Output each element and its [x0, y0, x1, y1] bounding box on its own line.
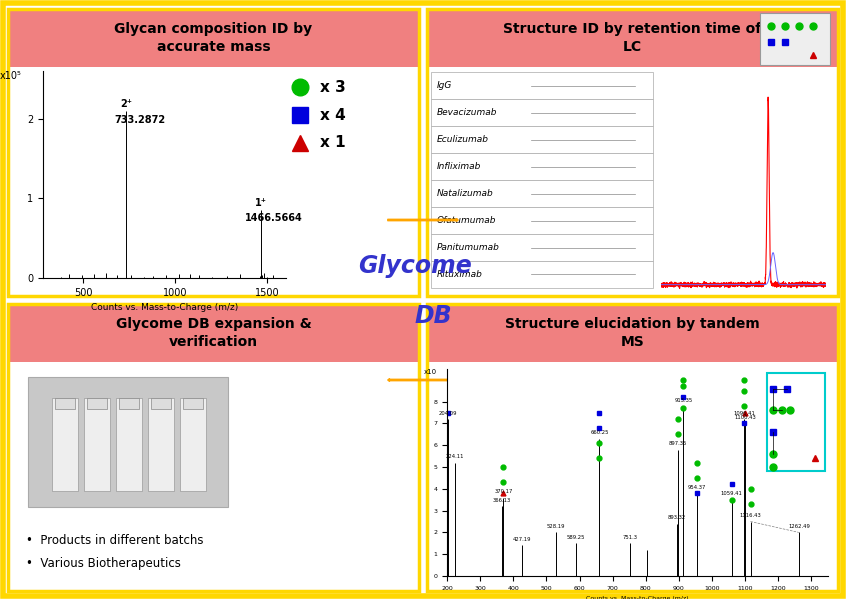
Bar: [431, 72, 653, 99]
Text: 366.13: 366.13: [493, 498, 511, 503]
Bar: [8, 304, 419, 591]
Bar: [431, 261, 653, 288]
Bar: [431, 126, 653, 153]
Text: Bevacizumab: Bevacizumab: [437, 108, 497, 117]
Text: Structure elucidation by tandem
MS: Structure elucidation by tandem MS: [505, 317, 760, 349]
Text: •  Various Biotherapeutics: • Various Biotherapeutics: [26, 556, 181, 570]
Text: x10⁵: x10⁵: [0, 71, 21, 81]
X-axis label: Counts vs. Mass-to-Charge (m/z): Counts vs. Mass-to-Charge (m/z): [586, 596, 689, 599]
Bar: [760, 13, 830, 65]
Bar: [116, 398, 142, 491]
Text: 1096.41: 1096.41: [733, 411, 755, 416]
Text: 751.3: 751.3: [622, 535, 637, 540]
Text: 954.37: 954.37: [688, 485, 706, 490]
Text: Infliximab: Infliximab: [437, 162, 481, 171]
Text: Ofatumumab: Ofatumumab: [437, 216, 497, 225]
Bar: [431, 153, 653, 180]
Bar: [431, 207, 653, 234]
Bar: [427, 304, 838, 362]
Text: Eculizumab: Eculizumab: [437, 135, 489, 144]
Bar: [52, 398, 78, 491]
FancyArrowPatch shape: [387, 219, 459, 221]
FancyArrowPatch shape: [387, 379, 459, 381]
Text: 589.25: 589.25: [567, 535, 585, 540]
Bar: [431, 99, 653, 126]
Bar: [431, 180, 653, 207]
Bar: [8, 9, 419, 67]
Bar: [148, 398, 174, 491]
Bar: [28, 377, 228, 507]
Bar: [151, 398, 172, 409]
Bar: [427, 362, 838, 591]
Text: 2⁺: 2⁺: [120, 99, 132, 109]
Text: 427.19: 427.19: [513, 537, 531, 542]
Bar: [8, 9, 419, 296]
Text: 1⁺: 1⁺: [255, 198, 267, 208]
Text: 1100.43: 1100.43: [734, 415, 756, 420]
Text: 733.2872: 733.2872: [115, 115, 166, 125]
Bar: [183, 398, 203, 409]
Text: 224.11: 224.11: [446, 455, 464, 459]
Text: Glycome DB expansion &
verification: Glycome DB expansion & verification: [116, 317, 311, 349]
Text: 370.17: 370.17: [494, 489, 513, 494]
Text: 913.35: 913.35: [674, 398, 693, 403]
Text: 660.25: 660.25: [591, 431, 609, 435]
Text: Glycome: Glycome: [358, 254, 472, 278]
X-axis label: Counts vs. Mass-to-Charge (m/z): Counts vs. Mass-to-Charge (m/z): [91, 303, 238, 312]
Text: Structure ID by retention time of
LC: Structure ID by retention time of LC: [503, 22, 761, 54]
Bar: [427, 67, 838, 296]
Text: x 1: x 1: [320, 135, 345, 150]
Text: 897.35: 897.35: [669, 441, 687, 446]
Bar: [8, 67, 419, 296]
Text: 1116.43: 1116.43: [739, 513, 761, 518]
Text: 893.32: 893.32: [667, 515, 686, 521]
Bar: [427, 304, 838, 591]
Bar: [431, 234, 653, 261]
Text: •  Products in different batchs: • Products in different batchs: [26, 534, 204, 547]
Text: 204.09: 204.09: [439, 411, 458, 416]
Bar: [118, 398, 140, 409]
Bar: [8, 304, 419, 362]
Text: IgG: IgG: [437, 81, 453, 90]
Text: x 4: x 4: [320, 107, 345, 123]
Text: 1059.41: 1059.41: [721, 491, 743, 497]
Bar: [86, 398, 107, 409]
Text: 528.19: 528.19: [547, 524, 565, 529]
Bar: [766, 373, 825, 471]
Bar: [55, 398, 75, 409]
Bar: [427, 9, 838, 296]
Text: 1466.5664: 1466.5664: [245, 213, 303, 223]
Bar: [8, 362, 419, 591]
Bar: [84, 398, 110, 491]
Bar: [427, 9, 838, 67]
Bar: [180, 398, 206, 491]
Text: DB: DB: [415, 304, 452, 328]
Text: Glycan composition ID by
accurate mass: Glycan composition ID by accurate mass: [114, 22, 312, 54]
Text: 1262.49: 1262.49: [788, 524, 810, 529]
Text: Natalizumab: Natalizumab: [437, 189, 494, 198]
Text: Rituximab: Rituximab: [437, 270, 483, 279]
Text: Panitumumab: Panitumumab: [437, 243, 500, 252]
Text: x 3: x 3: [320, 80, 345, 95]
Text: x10: x10: [424, 369, 437, 375]
